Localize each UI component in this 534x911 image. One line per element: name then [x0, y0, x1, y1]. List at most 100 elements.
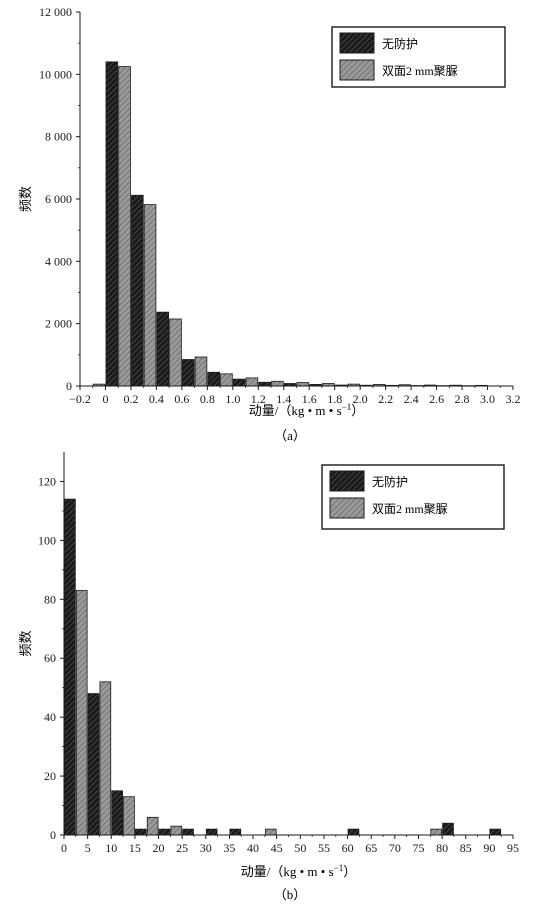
- x-tick-label-a-1: 0: [102, 392, 108, 406]
- x-tick-label-a-4: 0.6: [174, 392, 189, 406]
- bar-unprotected-b-2: [111, 790, 123, 836]
- bar-polyurea-a-6: [245, 377, 259, 387]
- x-axis-a: −0.2 0 0.2 0.4 0.6 0.8 1.0 1.2 1.4 1.6 1.8 2.0 2.2 2.…: [69, 385, 521, 406]
- x-tick-label-b-2: 10: [105, 841, 117, 855]
- bar-polyurea-a-7: [271, 380, 284, 387]
- panel-label-b: （b）: [274, 887, 307, 902]
- y-tick-label-b-6: 120: [38, 474, 56, 488]
- y-axis-label-b: 频数: [18, 630, 33, 656]
- x-tick-label-b-15: 75: [412, 841, 424, 855]
- bar-unprotected-b-18: [489, 828, 502, 836]
- legend-label-polyurea-a: 双面2 mm聚脲: [382, 64, 458, 78]
- x-tick-label-a-13: 2.4: [404, 392, 419, 406]
- x-tick-label-b-10: 50: [294, 841, 306, 855]
- x-axis-label-sup-b: −1: [334, 863, 344, 873]
- x-axis-label-a: 动量/（kg • m • s−1）: [249, 402, 364, 418]
- bar-unprotected-b-0: [64, 498, 76, 836]
- bar-polyurea-b-0: [75, 590, 88, 836]
- bars-a: [92, 61, 488, 387]
- x-tick-label-b-3: 15: [129, 841, 141, 855]
- x-tick-label-b-7: 35: [223, 841, 235, 855]
- x-tick-label-a-8: 1.4: [276, 392, 291, 406]
- bar-unprotected-a-3: [156, 311, 170, 387]
- y-tick-label-a-3: 6 000: [45, 192, 72, 206]
- legend-label-unprotected-a: 无防护: [382, 36, 418, 51]
- legend-swatch-unprotected-a: [339, 32, 375, 54]
- x-tick-label-b-9: 45: [271, 841, 283, 855]
- bar-unprotected-a-7: [258, 381, 271, 387]
- chart-panel-a: −0.2 0 0.2 0.4 0.6 0.8 1.0 1.2 1.4 1.6 1.8 2.0 2.2 2.…: [18, 5, 521, 443]
- bar-polyurea-a-1: [118, 66, 131, 387]
- chart-panel-b: 0 5 10 15 20 25 30 35 40 45 50 55 60 65 70 75 80 85 90 95 0…: [18, 452, 519, 902]
- y-tick-label-b-4: 80: [44, 592, 56, 606]
- y-axis-label-a: 频数: [18, 186, 33, 212]
- x-axis-label-main-a: 动量/（kg • m • s: [249, 403, 342, 418]
- bar-unprotected-a-4: [181, 359, 195, 387]
- x-tick-label-b-5: 25: [176, 841, 188, 855]
- y-tick-label-a-2: 4 000: [45, 254, 72, 268]
- x-tick-label-b-18: 90: [483, 841, 495, 855]
- bar-polyurea-a-5: [220, 373, 233, 387]
- x-axis-label-b: 动量/（kg • m • s−1）: [241, 863, 356, 879]
- bar-unprotected-b-5: [182, 828, 194, 836]
- legend-label-unprotected-b: 无防护: [372, 474, 408, 489]
- x-tick-label-b-11: 55: [318, 841, 330, 855]
- x-tick-label-b-12: 60: [342, 841, 354, 855]
- bar-polyurea-a-3: [169, 318, 182, 387]
- x-tick-label-a-0: −0.2: [69, 392, 91, 406]
- legend-label-polyurea-b: 双面2 mm聚脲: [372, 502, 448, 516]
- legend-swatch-unprotected-b: [329, 470, 365, 492]
- y-tick-label-a-0: 0: [66, 379, 72, 393]
- legend-swatch-polyurea-a: [339, 59, 375, 81]
- x-tick-label-a-9: 1.6: [302, 392, 317, 406]
- x-tick-label-b-8: 40: [247, 841, 259, 855]
- x-tick-label-b-16: 80: [436, 841, 448, 855]
- y-tick-label-a-5: 10 000: [39, 67, 72, 81]
- bar-unprotected-b-12: [347, 828, 360, 836]
- x-tick-label-b-14: 70: [389, 841, 401, 855]
- legend-swatch-polyurea-b: [329, 497, 365, 519]
- x-tick-label-b-4: 20: [153, 841, 165, 855]
- y-axis-b: 0 20 40 60 80 100 120: [38, 452, 65, 842]
- y-tick-label-b-2: 40: [44, 710, 56, 724]
- bar-polyurea-b-15: [430, 828, 443, 836]
- x-tick-label-b-0: 0: [61, 841, 67, 855]
- bar-unprotected-b-4: [158, 828, 171, 836]
- x-tick-label-b-13: 65: [365, 841, 377, 855]
- bars-b: [64, 498, 502, 836]
- y-tick-label-b-1: 20: [44, 769, 56, 783]
- bar-unprotected-a-2: [131, 194, 144, 387]
- x-tick-label-a-10: 1.8: [327, 392, 342, 406]
- x-tick-label-b-19: 95: [507, 841, 519, 855]
- x-axis-label-close-b: ）: [343, 864, 356, 879]
- y-tick-label-b-5: 100: [38, 533, 56, 547]
- bar-polyurea-a-8: [296, 382, 310, 387]
- x-tick-label-b-1: 5: [85, 841, 91, 855]
- panel-label-a: （a）: [274, 428, 306, 443]
- x-tick-label-a-12: 2.2: [378, 392, 393, 406]
- x-axis-label-sup-a: −1: [342, 402, 352, 412]
- x-axis-label-main-b: 动量/（kg • m • s: [241, 864, 334, 879]
- bar-polyurea-a-4: [194, 356, 208, 387]
- bar-unprotected-b-16: [442, 822, 454, 836]
- bar-unprotected-b-6: [205, 828, 218, 836]
- x-tick-label-a-7: 1.2: [251, 392, 266, 406]
- y-tick-label-a-1: 2 000: [45, 317, 72, 331]
- x-tick-label-a-14: 2.6: [429, 392, 444, 406]
- x-tick-label-a-16: 3.0: [480, 392, 495, 406]
- bar-unprotected-b-7: [229, 828, 242, 836]
- x-tick-label-a-15: 2.8: [455, 392, 470, 406]
- bar-unprotected-a-5: [207, 371, 220, 387]
- legend-b: 无防护 双面2 mm聚脲: [321, 464, 505, 530]
- bar-polyurea-b-8: [264, 828, 277, 836]
- x-tick-label-a-3: 0.4: [149, 392, 164, 406]
- x-tick-label-b-6: 30: [200, 841, 212, 855]
- legend-a: 无防护 双面2 mm聚脲: [331, 26, 506, 88]
- y-tick-label-b-3: 60: [44, 651, 56, 665]
- y-tick-label-b-0: 0: [50, 828, 56, 842]
- x-axis-b: 0 5 10 15 20 25 30 35 40 45 50 55 60 65 70 75 80 85 90 95: [61, 834, 519, 855]
- bar-unprotected-a-6: [232, 378, 246, 387]
- bar-unprotected-a-1: [105, 61, 119, 387]
- x-tick-label-a-17: 3.2: [506, 392, 521, 406]
